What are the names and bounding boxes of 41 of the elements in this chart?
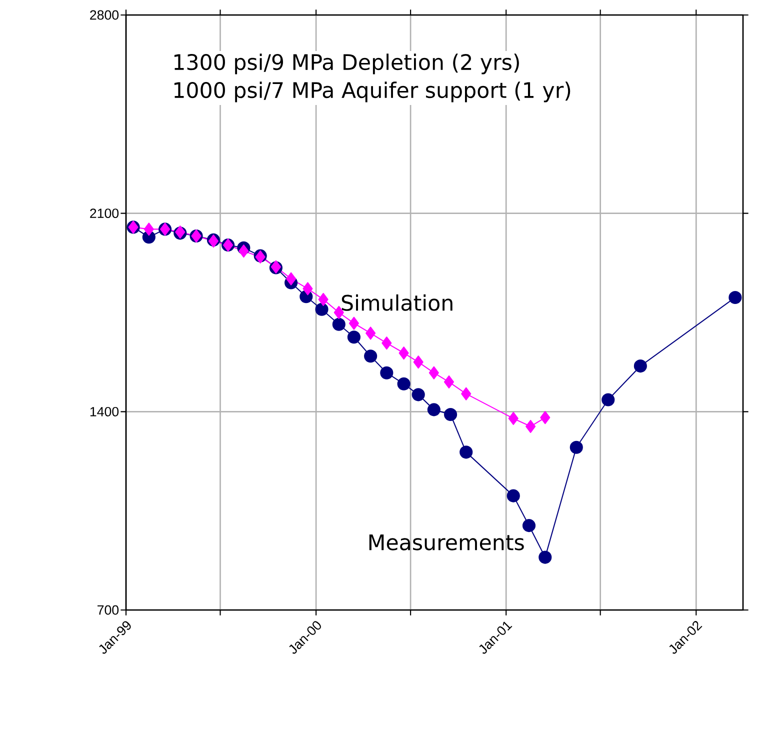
y-tick-label: 2800 [90,10,119,20]
point [364,350,378,363]
point [302,282,313,296]
point [634,360,647,373]
point [413,356,424,369]
point [366,326,376,340]
point [332,318,346,331]
point [347,330,360,344]
point [728,290,742,304]
point [144,222,154,236]
series-label: Simulation [342,294,452,311]
point [412,388,425,402]
point [506,489,520,502]
annotation: 1300 psi/9 MPa Depletion (2 yrs) [174,54,519,74]
point [570,440,583,454]
point [348,316,359,330]
point [428,366,439,380]
point [538,550,552,564]
point [602,393,615,406]
point [508,412,518,425]
point [318,292,328,306]
y-tick-label: 2100 [90,208,119,218]
point [460,446,473,459]
point [382,336,392,350]
point [444,408,458,422]
point [444,375,454,388]
point [238,244,249,258]
annotation: 1000 psi/7 MPa Aquifer support (1 yr) [174,82,570,102]
y-tick-label: 1400 [90,406,119,416]
point [526,420,536,433]
point [380,366,394,380]
point [522,519,536,532]
series-label: Measurements [369,534,524,550]
point [397,377,410,390]
point [315,302,328,316]
point [427,403,440,416]
y-tick-label: 700 [98,605,119,615]
point [540,411,550,424]
point [461,387,472,400]
point [286,272,296,286]
point [398,346,409,360]
